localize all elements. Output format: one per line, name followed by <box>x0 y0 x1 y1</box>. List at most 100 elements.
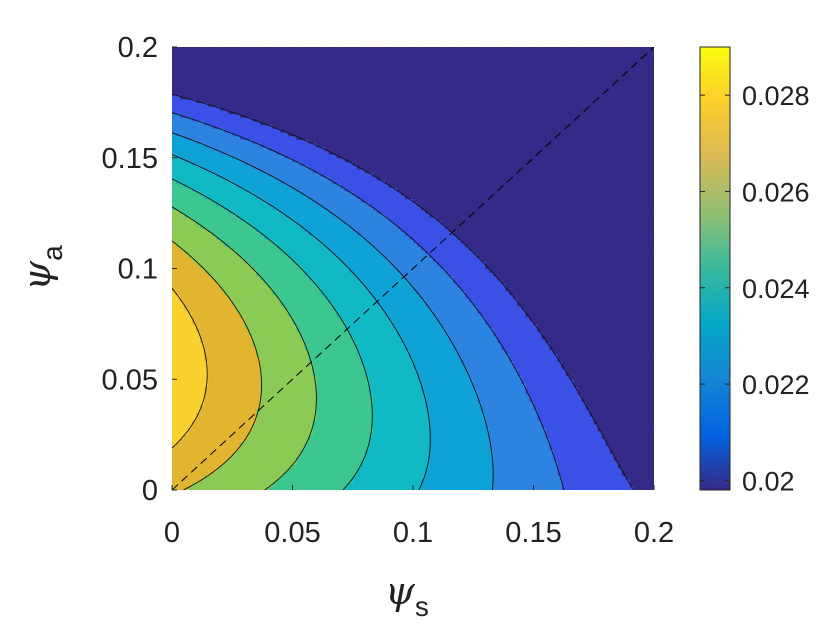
contour-cell <box>400 423 406 428</box>
contour-cell <box>316 445 322 450</box>
contour-cell <box>529 401 535 406</box>
contour-cell <box>517 434 523 439</box>
contour-cell <box>408 394 414 399</box>
contour-cell <box>605 430 611 436</box>
contour-cell <box>449 486 454 490</box>
contour-cell <box>176 397 181 402</box>
contour-cell <box>292 449 298 454</box>
contour-cell <box>192 349 197 355</box>
contour-cell <box>356 442 362 447</box>
contour-cell <box>284 464 290 469</box>
contour-cell <box>256 334 261 340</box>
contour-cell <box>200 416 205 421</box>
contour-cell <box>356 486 362 490</box>
contour-cell <box>509 382 515 388</box>
contour-cell <box>264 427 269 432</box>
contour-cell <box>529 442 535 447</box>
contour-cell <box>348 386 354 391</box>
contour-cell <box>541 394 547 399</box>
contour-cell <box>388 408 394 414</box>
contour-cell <box>328 412 334 417</box>
contour-cell <box>172 471 177 476</box>
contour-cell <box>236 430 241 436</box>
contour-cell <box>625 475 631 480</box>
contour-cell <box>256 478 261 484</box>
contour-cell <box>408 371 414 377</box>
contour-cell <box>220 419 225 425</box>
contour-cell <box>573 460 579 465</box>
contour-cell <box>637 408 643 414</box>
contour-cell <box>525 423 531 428</box>
contour-cell <box>232 471 237 476</box>
contour-cell <box>388 412 394 417</box>
contour-cell <box>300 349 306 355</box>
contour-cell <box>332 334 338 340</box>
contour-cell <box>288 408 294 414</box>
contour-cell <box>200 390 205 395</box>
contour-cell <box>252 408 257 414</box>
contour-cell <box>404 334 410 340</box>
contour-cell <box>368 416 374 421</box>
contour-cell <box>637 349 643 355</box>
contour-cell <box>481 419 486 425</box>
contour-cell <box>392 427 398 432</box>
contour-cell <box>212 467 217 473</box>
contour-cell <box>597 460 603 465</box>
contour-cell <box>252 338 257 343</box>
contour-cell <box>593 478 599 484</box>
contour-cell <box>493 379 498 384</box>
contour-cell <box>252 430 257 436</box>
contour-cell <box>396 346 402 351</box>
contour-cell <box>332 453 338 458</box>
contour-cell <box>541 405 547 410</box>
contour-cell <box>336 338 342 343</box>
contour-cell <box>236 368 241 373</box>
contour-cell <box>573 471 579 476</box>
contour-cell <box>192 456 197 462</box>
contour-cell <box>453 471 458 476</box>
contour-cell <box>485 405 490 410</box>
contour-cell <box>537 390 543 395</box>
contour-cell <box>224 460 229 465</box>
contour-cell <box>537 471 543 476</box>
contour-cell <box>429 357 434 362</box>
contour-cell <box>400 334 406 340</box>
contour-cell <box>356 471 362 476</box>
contour-cell <box>172 460 177 465</box>
contour-cell <box>537 423 543 428</box>
contour-cell <box>525 464 531 469</box>
contour-cell <box>188 382 193 388</box>
contour-cell <box>328 416 334 421</box>
contour-cell <box>244 419 249 425</box>
contour-cell <box>565 460 571 465</box>
contour-cell <box>360 471 366 476</box>
contour-cell <box>633 478 639 484</box>
contour-cell <box>376 482 382 487</box>
contour-cell <box>400 346 406 351</box>
contour-cell <box>340 394 346 399</box>
contour-cell <box>489 394 494 399</box>
contour-cell <box>264 342 269 347</box>
contour-cell <box>453 360 458 366</box>
contour-cell <box>188 342 193 347</box>
contour-cell <box>364 338 370 343</box>
contour-cell <box>521 434 527 439</box>
contour-cell <box>457 405 462 410</box>
contour-cell <box>545 482 551 487</box>
contour-cell <box>248 342 253 347</box>
contour-cell <box>256 368 261 373</box>
contour-cell <box>264 442 269 447</box>
contour-cell <box>388 464 394 469</box>
contour-cell <box>368 478 374 484</box>
contour-cell <box>256 438 261 443</box>
contour-cell <box>220 360 225 366</box>
contour-cell <box>445 423 450 428</box>
contour-cell <box>392 471 398 476</box>
contour-cell <box>408 467 414 473</box>
contour-cell <box>356 445 362 450</box>
contour-cell <box>429 416 434 421</box>
contour-cell <box>276 342 282 347</box>
contour-cell <box>605 471 611 476</box>
contour-cell <box>180 379 185 384</box>
contour-cell <box>280 357 286 362</box>
